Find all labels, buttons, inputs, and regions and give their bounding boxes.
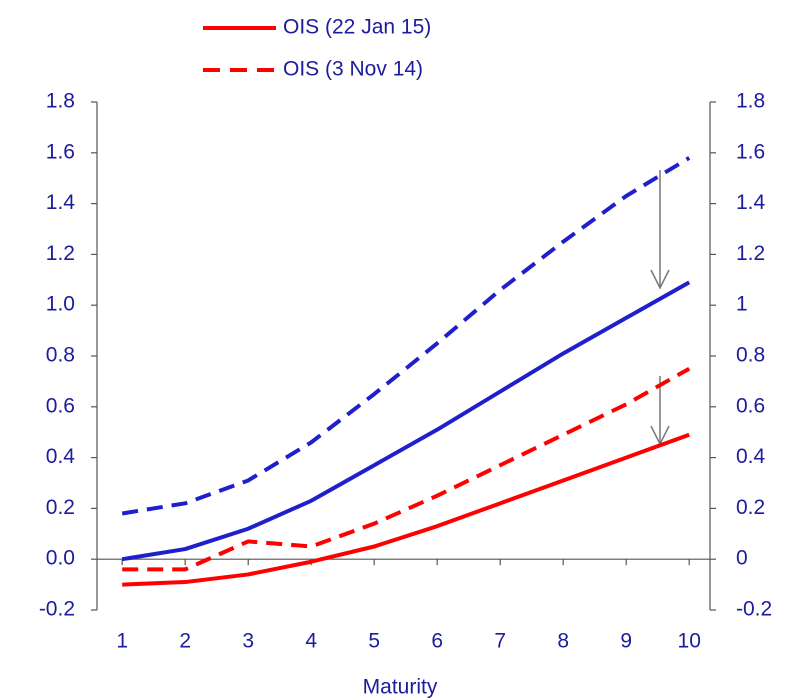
x-tick-label: 1 (116, 630, 128, 653)
arrow-head (650, 269, 670, 290)
series-line (122, 432, 690, 587)
annotation-arrows (650, 170, 670, 446)
legend-label: OIS (22 Jan 15) (283, 16, 431, 39)
y-tick-label: 0.8 (46, 344, 75, 367)
y2-tick-label: 0.8 (736, 344, 765, 367)
x-tick-label: 6 (431, 630, 443, 653)
series-line (121, 280, 691, 562)
y-tick-label: 0.4 (46, 445, 76, 468)
x-tick-label: 3 (242, 630, 254, 653)
x-tick-label: 10 (678, 630, 701, 653)
x-tick-label: 7 (494, 630, 506, 653)
y-tick-label: 1.8 (46, 90, 75, 113)
y2-tick-label: 0.2 (736, 496, 765, 519)
x-axis-label: Maturity (363, 676, 438, 699)
y2-tick-label: 1 (736, 293, 748, 316)
y2-tick-label: 0.4 (736, 445, 766, 468)
x-tick-label: 5 (368, 630, 380, 653)
y2-tick-label: 1.6 (736, 140, 765, 163)
y-tick-label: -0.2 (39, 598, 75, 621)
y2-tick-label: -0.2 (736, 598, 772, 621)
legend-label: OIS (3 Nov 14) (283, 58, 423, 81)
y-tick-label: 1.2 (46, 242, 75, 265)
x-tick-label: 2 (179, 630, 191, 653)
y-tick-label: 0.0 (46, 547, 75, 570)
y-tick-label: 1.0 (46, 293, 75, 316)
y-tick-label: 1.4 (46, 191, 76, 214)
x-tick-label: 8 (557, 630, 569, 653)
y-tick-label: 0.2 (46, 496, 75, 519)
x-tick-label: 4 (305, 630, 317, 653)
y2-tick-label: 0 (736, 547, 748, 570)
y2-tick-label: 1.2 (736, 242, 765, 265)
y2-tick-label: 0.6 (736, 394, 765, 417)
y-tick-label: 0.6 (46, 394, 75, 417)
y2-tick-label: 1.4 (736, 191, 766, 214)
series-line (122, 366, 691, 572)
x-tick-label: 9 (620, 630, 632, 653)
y2-tick-label: 1.8 (736, 90, 765, 113)
series-line (121, 156, 691, 516)
y-tick-label: 1.6 (46, 140, 75, 163)
